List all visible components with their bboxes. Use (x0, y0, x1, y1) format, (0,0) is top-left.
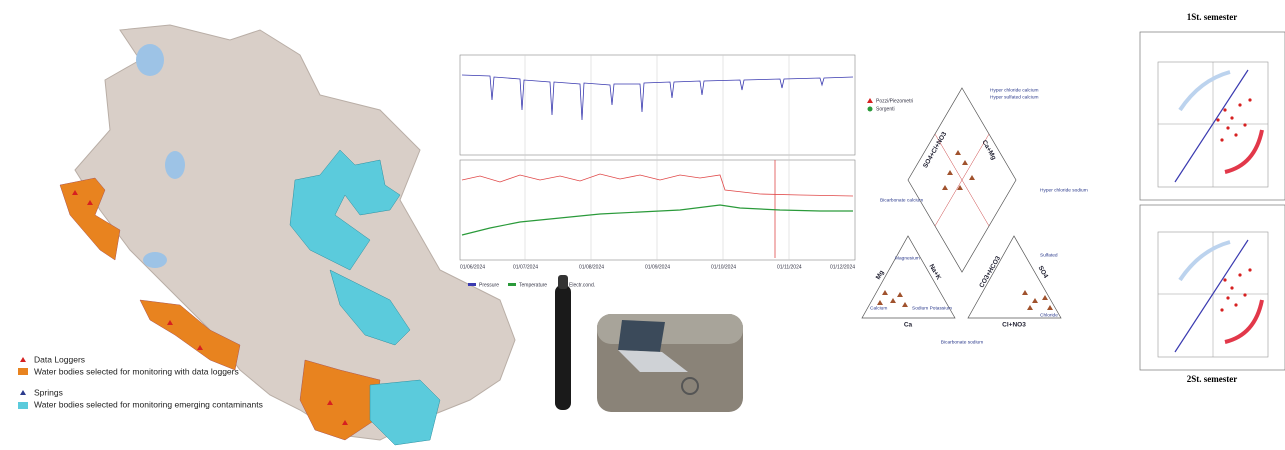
facies-label: Magnesium (895, 255, 920, 261)
panel-title: 2St. semester (1187, 374, 1237, 384)
legend-swatch (867, 98, 873, 103)
legend-swatch (868, 107, 873, 112)
panel-title: 1St. semester (1187, 12, 1237, 22)
legend-swatch (508, 283, 516, 286)
legend-swatch (18, 402, 28, 409)
facies-label: Chloride (1040, 312, 1058, 318)
legend-label: Water bodies selected for monitoring wit… (34, 366, 239, 376)
facies-label: Hyper sulfated calcium (990, 94, 1039, 100)
chadha-top (1140, 32, 1285, 200)
facies-label: Calcium (870, 305, 887, 311)
lake (165, 151, 185, 179)
conductivity-line (462, 174, 853, 196)
legend-label: Electr.cond. (569, 282, 595, 288)
piper-points (877, 150, 1053, 310)
probe-cap (558, 275, 568, 289)
legend-label: Water bodies selected for monitoring eme… (34, 399, 263, 409)
legend-swatch (20, 390, 26, 395)
axis-label: CO3+HCO3 (978, 255, 1002, 289)
facies-label: Bicarbonate sodium (941, 339, 983, 345)
legend-swatch (20, 357, 26, 362)
axis-label: Na+K (928, 263, 943, 281)
map: Data Loggers Water bodies selected for m… (18, 25, 515, 445)
x-tick-label: 01/07/2024 (513, 264, 538, 270)
figure: Data Loggers Water bodies selected for m… (0, 0, 1285, 450)
laptop-screen (618, 320, 665, 352)
pressure-line (462, 75, 853, 120)
x-tick-label: 01/09/2024 (645, 264, 670, 270)
facies-label: Sodium Potassium (912, 305, 952, 311)
x-tick-label: 01/08/2024 (579, 264, 604, 270)
panel-frame (460, 55, 855, 155)
facies-label: Hyper chloride sodium (1040, 187, 1088, 193)
vertical-grid (525, 55, 789, 260)
legend-swatch (468, 283, 476, 286)
data-logger-probe (555, 285, 571, 410)
region-relief (75, 25, 515, 440)
timeseries: 01/06/2024 01/07/2024 01/08/2024 01/09/2… (460, 55, 855, 288)
facies-lines (935, 134, 989, 226)
facies-label: Hyper chloride calcium (990, 87, 1039, 93)
legend-label: Springs (34, 387, 63, 397)
axis-label: Ca+Mg (980, 139, 997, 161)
legend-label: Pressure (479, 282, 499, 288)
lake (143, 252, 167, 268)
legend-swatch (18, 368, 28, 375)
photo-wall (597, 314, 743, 344)
legend-label: Temperature (519, 282, 547, 288)
facies-label: Bicarbonate calcium (880, 197, 923, 203)
x-tick-label: 01/12/2024 (830, 264, 855, 270)
axis-label: Cl+NO3 (1002, 322, 1026, 329)
x-tick-label: 01/11/2024 (777, 264, 802, 270)
facies-label: Sulfated (1040, 252, 1058, 258)
x-tick-label: 01/10/2024 (711, 264, 736, 270)
lake (136, 44, 164, 76)
panel-frame (1140, 32, 1285, 200)
chadha-bottom (1140, 205, 1285, 370)
x-tick-label: 01/06/2024 (460, 264, 485, 270)
axis-label: SO4 (1037, 265, 1050, 280)
legend-label: Pozzi/Piezometri (876, 98, 913, 104)
panel-frame (1140, 205, 1285, 370)
axis-label: Ca (904, 322, 913, 329)
legend-label: Sorgenti (876, 106, 895, 112)
temperature-line (462, 205, 853, 235)
sensor-photos (555, 275, 743, 412)
legend-label: Data Loggers (34, 354, 85, 364)
